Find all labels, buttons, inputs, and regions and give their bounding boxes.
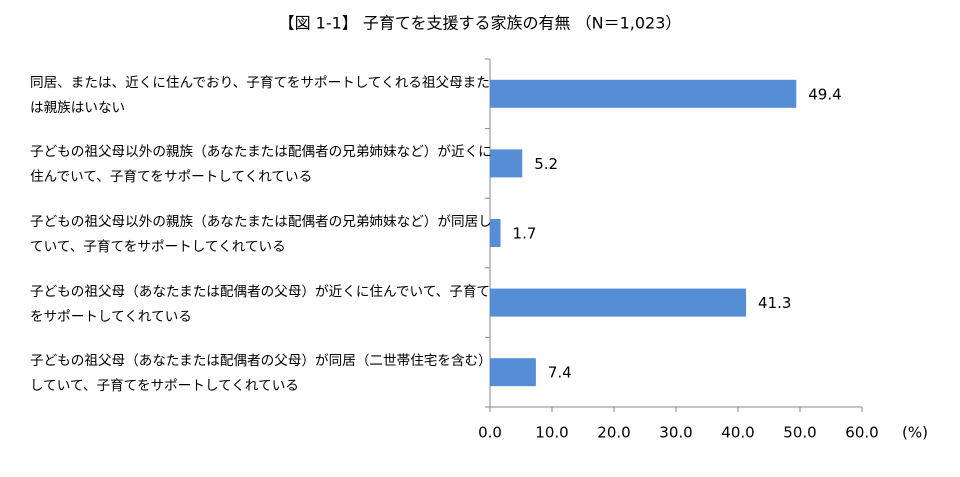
chart-title: 【図 1-1】 子育てを支援する家族の有無 （N＝1,023） [279, 14, 682, 33]
x-tick-label: 40.0 [721, 424, 754, 442]
x-axis-label: (%) [902, 424, 928, 442]
x-tick-label: 10.0 [535, 424, 568, 442]
x-tick-label: 30.0 [659, 424, 692, 442]
x-tick-label: 20.0 [597, 424, 630, 442]
bar [490, 219, 501, 247]
bar [490, 149, 523, 178]
category-label: 子どもの祖父母以外の親族（あなたまたは配偶者の兄弟姉妹など）が近くに住んでいて、… [30, 144, 492, 186]
x-tick-label: 60.0 [845, 424, 878, 442]
x-tick-label: 0.0 [478, 424, 502, 442]
category-label: 子どもの祖父母（あなたまたは配偶者の父母）が同居（二世帯住宅を含む）していて、子… [30, 353, 492, 395]
category-label: 子どもの祖父母以外の親族（あなたまたは配偶者の兄弟姉妹など）が同居していて、子育… [30, 214, 492, 255]
bar [490, 288, 747, 317]
value-label: 1.7 [513, 225, 537, 243]
category-label: 子どもの祖父母（あなたまたは配偶者の父母）が近くに住んでいて、子育てをサポートし… [30, 283, 491, 325]
category-label: 同居、または、近くに住んでおり、子育てをサポートしてくれる祖父母または親族はいな… [30, 74, 490, 116]
bar [490, 79, 797, 108]
value-label: 5.2 [534, 155, 558, 173]
value-label: 7.4 [548, 364, 572, 382]
value-label: 49.4 [808, 85, 841, 103]
x-tick-label: 50.0 [783, 424, 816, 442]
bar [490, 358, 536, 387]
value-label: 41.3 [758, 294, 791, 312]
